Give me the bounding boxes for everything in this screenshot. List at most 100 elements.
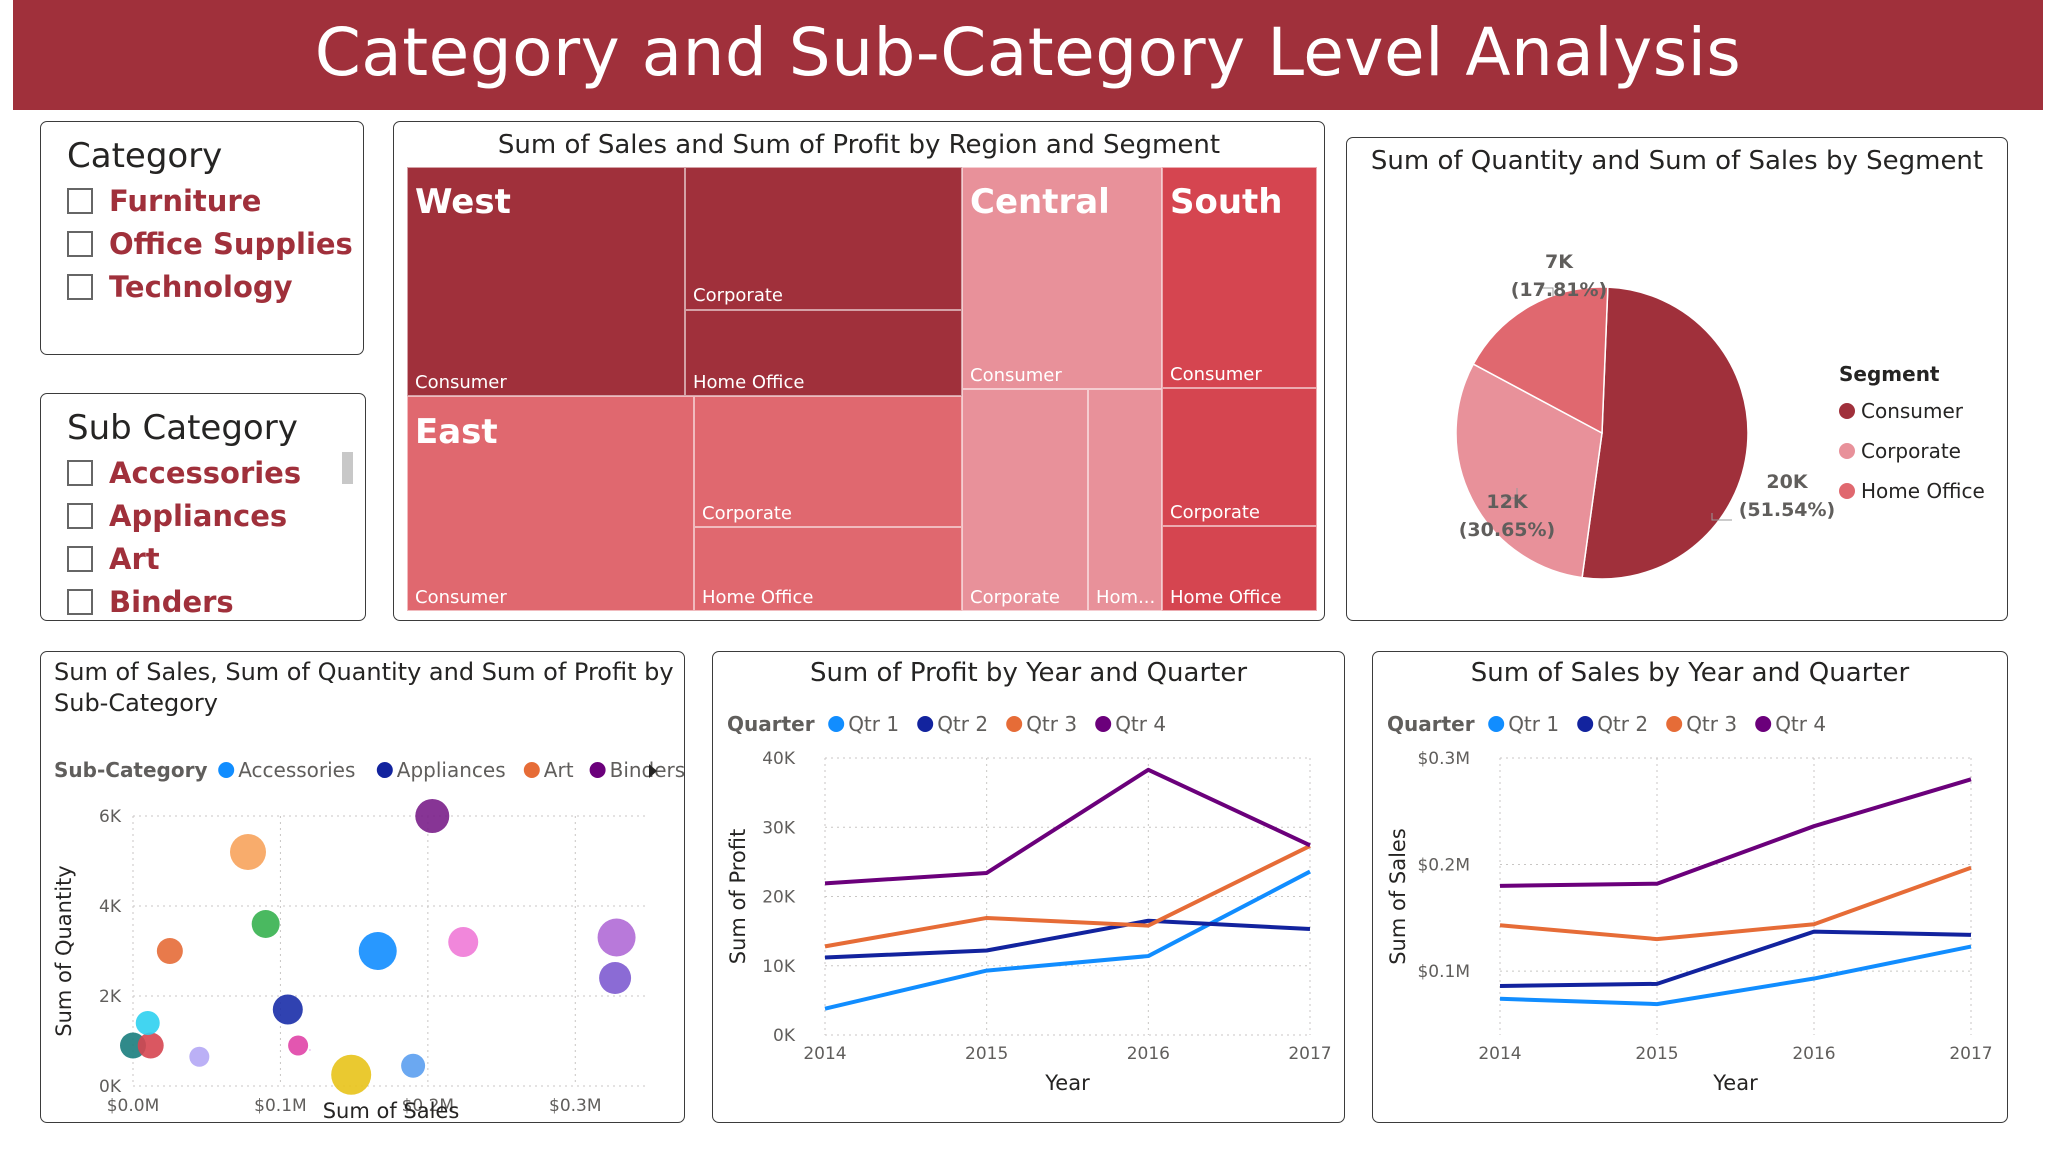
treemap-cell-east-home-office[interactable] xyxy=(694,527,962,611)
checkbox[interactable] xyxy=(67,188,93,214)
y-tick-label: 0K xyxy=(773,1026,796,1046)
category-slicer-title: Category xyxy=(67,136,223,176)
pie-data-label-value: 7K xyxy=(1545,251,1574,273)
sales-line-visual: Sum of Sales by Year and Quarter Quarter… xyxy=(1372,651,2008,1123)
pie-data-label-percent: (51.54%) xyxy=(1739,499,1836,521)
series-line[interactable] xyxy=(1499,865,1972,942)
y-tick-label: 40K xyxy=(762,749,796,769)
series-line[interactable] xyxy=(824,844,1311,949)
pie-legend-marker xyxy=(1839,483,1855,499)
scatter-point[interactable] xyxy=(331,1054,372,1095)
treemap-region-label: West xyxy=(415,182,511,222)
series-line[interactable] xyxy=(1499,944,1972,1007)
treemap-cell-west-consumer[interactable] xyxy=(407,167,685,396)
treemap-cell-south-consumer[interactable] xyxy=(1162,167,1317,388)
x-axis-title: Year xyxy=(1044,1071,1090,1095)
subcategory-option-label: Accessories xyxy=(109,456,302,490)
scatter-point[interactable] xyxy=(401,1053,426,1078)
pie-legend-marker xyxy=(1839,443,1855,459)
checkbox[interactable] xyxy=(67,546,93,572)
scatter-point[interactable] xyxy=(448,927,479,957)
scatter-point[interactable] xyxy=(189,1046,210,1067)
subcategory-slicer: Sub Category Accessories Appliances Art … xyxy=(40,393,366,621)
y-axis-title: Sum of Profit xyxy=(726,829,750,964)
treemap-cell-east-consumer[interactable] xyxy=(407,396,694,611)
checkbox[interactable] xyxy=(67,274,93,300)
subcategory-option-label: Binders xyxy=(109,585,234,619)
legend-label: Qtr 2 xyxy=(1597,712,1648,736)
scatter-chart: Sub-Category Accessories Appliances Art Bind… xyxy=(52,758,684,1122)
category-option-office-supplies[interactable]: Office Supplies xyxy=(67,227,353,261)
treemap-cell-west-corporate[interactable] xyxy=(685,167,962,310)
pie-slice[interactable] xyxy=(1472,286,1609,435)
pie-legend-label: Consumer xyxy=(1861,399,1964,423)
legend-next-arrow-icon[interactable] xyxy=(649,764,657,778)
treemap-segment-label: Consumer xyxy=(415,372,507,393)
pie-slice[interactable] xyxy=(1455,363,1603,579)
scatter-point[interactable] xyxy=(156,938,183,964)
series-line[interactable] xyxy=(824,767,1311,886)
category-option-furniture[interactable]: Furniture xyxy=(67,184,261,218)
scatter-point[interactable] xyxy=(599,962,632,994)
sales-line-chart: Quarter Qtr 1 Qtr 2 Qtr 3 Qtr 4 $0.1M $0.2M $0.… xyxy=(1386,712,1993,1095)
checkbox[interactable] xyxy=(67,589,93,615)
subcategory-option-art[interactable]: Art xyxy=(67,542,160,576)
treemap-cell-east-corporate[interactable] xyxy=(694,396,962,527)
y-tick-label: 30K xyxy=(762,818,796,838)
scatter-point[interactable] xyxy=(251,910,280,938)
checkbox[interactable] xyxy=(67,503,93,529)
scatter-point[interactable] xyxy=(229,834,266,870)
checkbox[interactable] xyxy=(67,231,93,257)
scatter-point[interactable] xyxy=(135,1011,160,1035)
scatter-point[interactable] xyxy=(137,1032,164,1059)
series-line[interactable] xyxy=(1499,777,1972,888)
legend-label: Art xyxy=(544,758,574,782)
scatter-point[interactable] xyxy=(358,932,397,970)
subcategory-option-binders[interactable]: Binders xyxy=(67,585,234,619)
subcategory-option-accessories[interactable]: Accessories xyxy=(67,456,301,490)
subcategory-option-appliances[interactable]: Appliances xyxy=(67,499,287,533)
legend-label: Qtr 1 xyxy=(1508,712,1559,736)
x-tick-label: $0.0M xyxy=(107,1096,160,1116)
treemap-segment-label: Hom... xyxy=(1096,587,1156,608)
treemap-segment-label: Home Office xyxy=(1170,587,1282,608)
category-option-label: Furniture xyxy=(109,184,262,218)
slicer-scrollbar[interactable] xyxy=(342,452,353,484)
treemap-cell-west-home-office[interactable] xyxy=(685,310,962,396)
scatter-point[interactable] xyxy=(288,1035,309,1056)
y-tick-label: 4K xyxy=(99,897,122,917)
scatter-title-line1: Sum of Sales, Sum of Quantity and Sum of… xyxy=(54,658,674,686)
treemap-cell-central-corporate[interactable] xyxy=(962,389,1088,611)
page-title: Category and Sub-Category Level Analysis xyxy=(314,14,1742,91)
pie-chart: 20K (51.54%) 12K (30.65%) 7K (17.81%) Segment C… xyxy=(1455,251,1985,580)
legend-label: Qtr 4 xyxy=(1775,712,1826,736)
legend-label: Binders xyxy=(610,758,684,782)
legend-marker xyxy=(1577,716,1594,732)
pie-slice[interactable] xyxy=(1581,286,1749,580)
pie-data-label-percent: (30.65%) xyxy=(1459,519,1556,541)
scatter-point[interactable] xyxy=(272,994,303,1025)
legend-marker xyxy=(1095,716,1112,732)
treemap-segment-label: Consumer xyxy=(415,587,507,608)
treemap-segment-label: Corporate xyxy=(1170,502,1260,523)
treemap-cell-central-home-office[interactable] xyxy=(1088,389,1162,611)
scatter-point[interactable] xyxy=(415,799,450,833)
treemap-cell-south-corporate[interactable] xyxy=(1162,388,1317,526)
scatter-point[interactable] xyxy=(597,918,636,957)
category-option-technology[interactable]: Technology xyxy=(67,270,293,304)
pie-title: Sum of Quantity and Sum of Sales by Segm… xyxy=(1370,146,1984,176)
scatter-point[interactable] xyxy=(308,1049,311,1051)
subcategory-option-label: Appliances xyxy=(109,499,288,533)
treemap-cell-south-home-office[interactable] xyxy=(1162,526,1317,611)
series-line[interactable] xyxy=(824,918,1311,960)
checkbox[interactable] xyxy=(67,460,93,486)
y-tick-label: $0.1M xyxy=(1417,962,1470,982)
series-line[interactable] xyxy=(824,869,1311,1011)
pie-legend-marker xyxy=(1839,403,1855,419)
legend-marker xyxy=(828,716,845,732)
pie-data-label-value: 20K xyxy=(1766,471,1808,493)
y-axis-title: Sum of Quantity xyxy=(52,865,76,1036)
series-line[interactable] xyxy=(1499,929,1972,988)
treemap-cell-central-consumer[interactable] xyxy=(962,167,1162,389)
treemap-segment-label: Corporate xyxy=(970,587,1060,608)
